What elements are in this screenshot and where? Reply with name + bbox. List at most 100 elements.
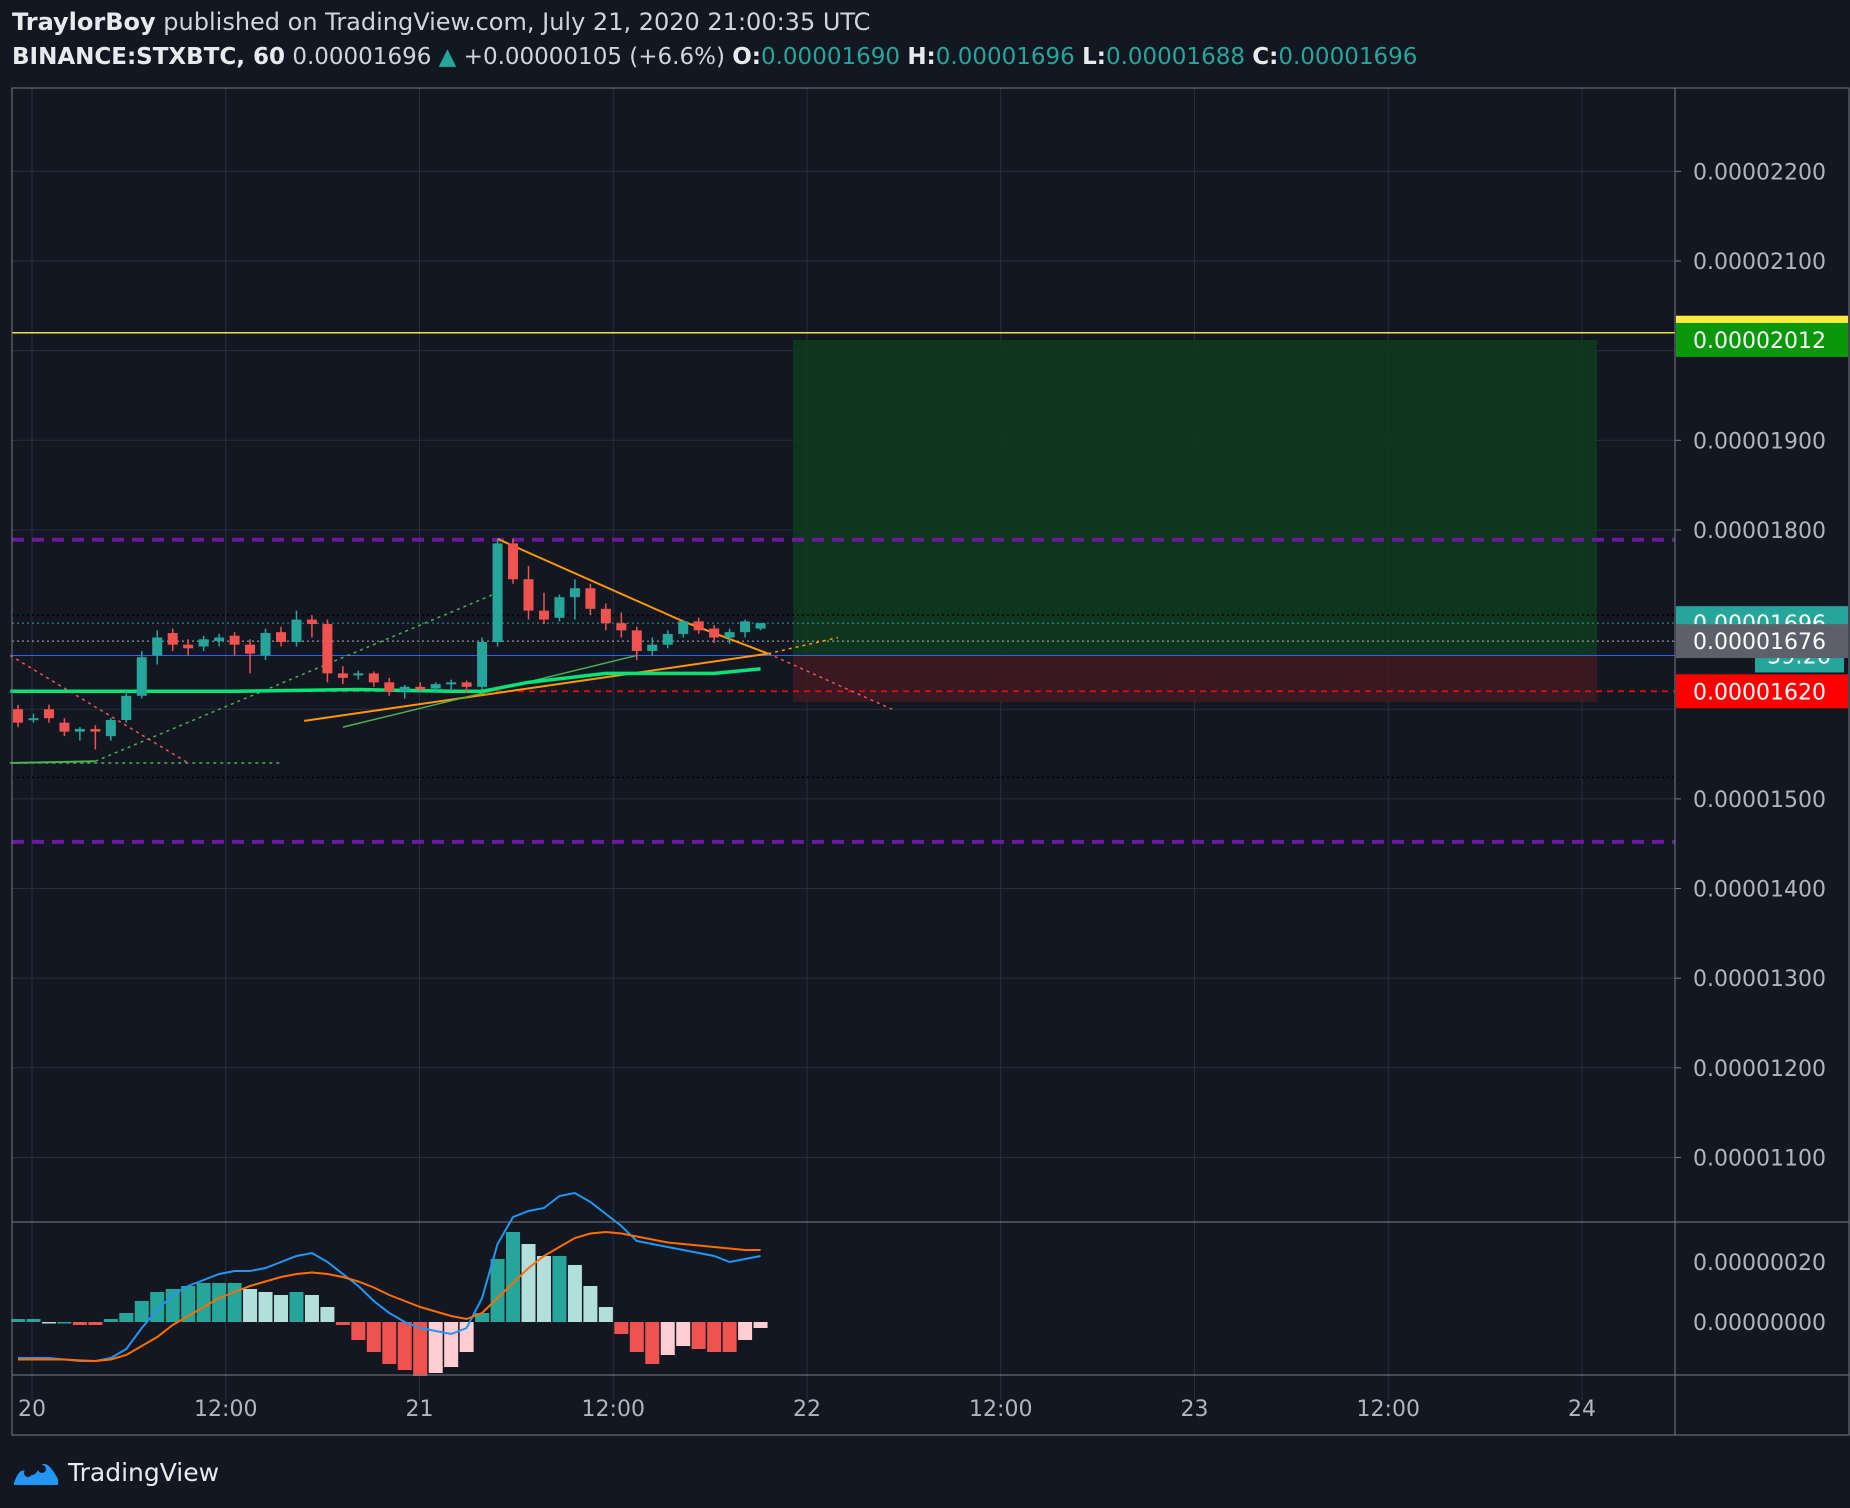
moving-average-line xyxy=(10,667,761,694)
candle-body xyxy=(275,632,286,643)
candle xyxy=(183,639,194,656)
candle-body xyxy=(152,637,163,656)
candle xyxy=(353,670,364,680)
candle-body xyxy=(461,682,472,687)
price-tick-label: 0.00001500 xyxy=(1693,788,1826,813)
macd-histogram-bar xyxy=(753,1322,768,1328)
candlesticks xyxy=(13,538,766,750)
candle xyxy=(415,682,426,692)
outer-frame xyxy=(11,87,1850,1436)
macd-histogram-bar xyxy=(707,1322,722,1352)
label-text: 0.00001676 xyxy=(1693,630,1826,655)
candle xyxy=(167,628,178,651)
label-text: 0.00001620 xyxy=(1693,680,1826,705)
candle-body xyxy=(291,619,302,643)
candle-body xyxy=(724,632,735,638)
candle xyxy=(662,630,673,649)
candle-body xyxy=(198,639,209,647)
candle-body xyxy=(554,597,565,618)
label-bg xyxy=(1676,624,1848,659)
time-tick-label: 12:00 xyxy=(969,1397,1032,1422)
macd-histogram-bar xyxy=(645,1322,660,1364)
macd-histogram-bar xyxy=(103,1319,118,1322)
triangle-lower-line xyxy=(304,652,769,722)
macd-histogram-bar xyxy=(629,1322,644,1352)
macd-histogram-bar xyxy=(88,1322,103,1325)
macd-histogram-bar xyxy=(335,1322,350,1325)
candle xyxy=(631,626,642,660)
candle xyxy=(306,615,317,638)
candle xyxy=(337,666,348,685)
candle-body xyxy=(229,635,240,645)
macd-histogram-bar xyxy=(212,1283,227,1322)
price-tick-label: 0.00001100 xyxy=(1693,1146,1826,1171)
macd-histogram-bar xyxy=(26,1319,41,1322)
candle xyxy=(198,635,209,651)
candle-body xyxy=(306,619,317,625)
macd-histogram-bar xyxy=(722,1322,737,1352)
candle-body xyxy=(90,728,101,732)
triangle-upper-line xyxy=(497,537,684,623)
profit-zone xyxy=(793,339,1597,656)
time-tick-label: 21 xyxy=(406,1397,434,1422)
time-axis[interactable]: 20 12:00 21 12:00 22 12:00 23 12:00 24 xyxy=(18,1397,1596,1422)
macd-histogram-bar xyxy=(258,1292,273,1322)
macd-histogram-bar xyxy=(428,1322,443,1373)
candle-body xyxy=(709,628,720,638)
candle xyxy=(585,583,596,616)
candle-body xyxy=(353,673,364,676)
time-tick-label: 20 xyxy=(18,1397,46,1422)
candle xyxy=(260,628,271,660)
price-tick-label: 0.00002200 xyxy=(1693,160,1826,185)
candle-body xyxy=(74,728,85,732)
candle xyxy=(121,691,132,723)
candle xyxy=(446,679,457,692)
candle xyxy=(755,623,766,631)
time-tick-label: 24 xyxy=(1568,1397,1596,1422)
price-tick-label: 0.00002100 xyxy=(1693,250,1826,275)
macd-histogram-bar xyxy=(119,1313,134,1322)
high-value: 0.00001696 xyxy=(935,44,1075,70)
candle-body xyxy=(136,657,147,696)
price-tick-label: 0.00001800 xyxy=(1693,519,1826,544)
candle-body xyxy=(399,686,410,692)
candle xyxy=(13,704,23,728)
macd-histogram-bar xyxy=(738,1322,753,1340)
macd-line xyxy=(18,1191,761,1362)
time-tick-label: 23 xyxy=(1181,1397,1209,1422)
macd-histogram-bar xyxy=(196,1283,211,1322)
candle xyxy=(74,727,85,741)
price-tick-label: 0.00001900 xyxy=(1693,429,1826,454)
candle xyxy=(59,718,70,737)
candle xyxy=(90,725,101,750)
header-publish-line: TraylorBoy published on TradingView.com,… xyxy=(12,8,870,36)
macd-histogram-bar xyxy=(273,1295,288,1322)
tradingview-footer[interactable]: TradingView xyxy=(12,1452,219,1492)
label-text: 0.00002012 xyxy=(1693,329,1826,354)
author-name[interactable]: TraylorBoy xyxy=(12,8,156,36)
price-axis[interactable]: 0.00002200 0.00002100 0.00001900 0.00001800… xyxy=(1675,160,1848,1336)
macd-tick-label: 0.00000000 xyxy=(1693,1311,1826,1336)
candle-body xyxy=(43,709,54,719)
price-tick-label: 0.00001300 xyxy=(1693,967,1826,992)
macd-histogram-bar xyxy=(413,1322,428,1376)
macd-histogram-bar xyxy=(304,1295,319,1322)
chart-frame xyxy=(11,87,1850,1436)
candle xyxy=(724,628,735,644)
price-marker-label: 0.00001676 xyxy=(1676,624,1848,659)
green-channel-line xyxy=(95,592,498,762)
low-value: 0.00001688 xyxy=(1105,44,1245,70)
candle xyxy=(600,603,611,631)
symbol-label[interactable]: BINANCE:STXBTC, 60 xyxy=(12,44,286,70)
time-tick-label: 12:00 xyxy=(582,1397,645,1422)
candle-body xyxy=(260,633,271,656)
candle xyxy=(554,594,565,622)
macd-histogram-bar xyxy=(366,1322,381,1352)
candle xyxy=(214,633,225,647)
macd-histogram-bar xyxy=(72,1322,87,1325)
price-change: +0.00000105 (+6.6%) xyxy=(463,44,725,70)
candle xyxy=(461,680,472,694)
candle xyxy=(569,579,580,620)
candle xyxy=(152,630,163,665)
